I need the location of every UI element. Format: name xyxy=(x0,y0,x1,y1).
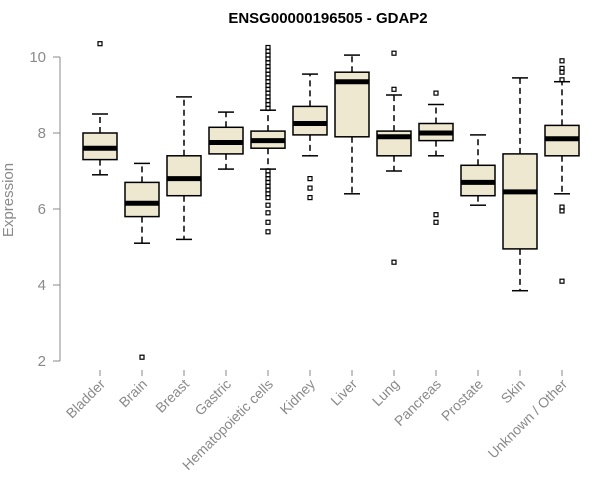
x-category-label: Pancreas xyxy=(391,376,444,429)
box-iqr xyxy=(166,155,202,197)
y-axis: 2 4 6 8 10 xyxy=(29,49,61,370)
box-group xyxy=(250,44,286,235)
outlier-point xyxy=(559,69,565,75)
x-category-label: Breast xyxy=(152,376,192,416)
x-category-label: Bladder xyxy=(63,376,109,422)
x-category-label: Kidney xyxy=(277,376,319,418)
box-group xyxy=(82,41,118,176)
outlier-point xyxy=(139,354,145,360)
outlier-point xyxy=(391,259,397,265)
y-tick-label: 10 xyxy=(29,49,46,66)
box-group xyxy=(418,90,454,225)
y-tick-label: 8 xyxy=(38,125,46,142)
y-tick-label: 4 xyxy=(38,277,46,294)
outlier-point xyxy=(559,77,565,83)
outlier-point xyxy=(265,105,271,111)
x-category-label: Unknown / Other xyxy=(485,376,571,462)
outlier-point xyxy=(265,195,271,201)
outlier-point xyxy=(559,278,565,284)
box-group xyxy=(460,134,496,206)
y-axis-label: Expression xyxy=(0,163,17,237)
outlier-point xyxy=(391,86,397,92)
box-iqr xyxy=(292,105,328,136)
outlier-point xyxy=(265,229,271,235)
x-category-label: Brain xyxy=(116,376,150,410)
box-group xyxy=(166,96,202,241)
y-tick-label: 2 xyxy=(38,353,46,370)
outlier-point xyxy=(265,219,271,225)
outlier-point xyxy=(559,208,565,214)
outlier-point xyxy=(433,219,439,225)
box-group xyxy=(376,50,412,265)
box-group xyxy=(124,162,160,360)
x-category-label: Skin xyxy=(498,376,529,407)
box-group xyxy=(292,73,328,201)
y-tick-label: 6 xyxy=(38,201,46,218)
outlier-point xyxy=(307,195,313,201)
outlier-point xyxy=(433,212,439,218)
x-category-label: Prostate xyxy=(438,376,486,424)
boxes xyxy=(82,41,580,360)
outlier-point xyxy=(97,41,103,47)
box-group xyxy=(334,54,370,195)
outlier-point xyxy=(307,176,313,182)
outlier-point xyxy=(433,90,439,96)
box-group xyxy=(544,58,580,284)
x-category-label: Liver xyxy=(327,376,360,409)
box-iqr xyxy=(502,153,538,250)
chart-title: ENSG00000196505 - GDAP2 xyxy=(228,10,427,27)
box-group xyxy=(502,77,538,292)
outlier-point xyxy=(265,210,271,216)
outlier-point xyxy=(307,185,313,191)
x-category-label: Lung xyxy=(369,376,402,409)
outlier-point xyxy=(265,202,271,208)
box-group xyxy=(208,111,244,170)
box-iqr xyxy=(124,181,160,218)
outlier-point xyxy=(559,58,565,64)
outlier-point xyxy=(391,50,397,56)
